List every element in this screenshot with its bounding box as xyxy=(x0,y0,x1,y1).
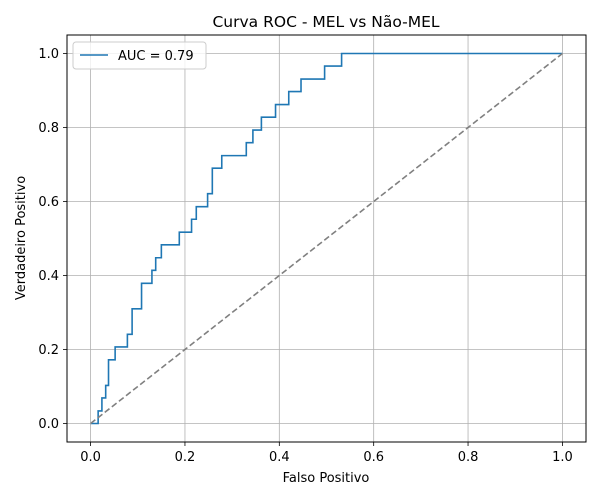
x-tick-label-2: 0.4 xyxy=(269,450,290,465)
x-tick-label-3: 0.6 xyxy=(363,450,384,465)
plot-series xyxy=(90,52,563,425)
x-axis-title: Falso Positivo xyxy=(283,471,370,486)
y-tick-label-5: 1.0 xyxy=(38,47,59,62)
legend: AUC = 0.79 xyxy=(72,41,207,70)
x-tick-label-0: 0.0 xyxy=(80,450,101,465)
roc-curve-line xyxy=(90,52,563,425)
y-axis-title: Verdadeiro Positivo xyxy=(14,176,29,300)
chance-diagonal-line xyxy=(90,52,563,425)
axes-frame xyxy=(66,34,587,443)
y-tick-label-3: 0.6 xyxy=(38,195,59,210)
y-tick-label-1: 0.2 xyxy=(38,343,59,358)
x-tick-label-5: 1.0 xyxy=(552,450,573,465)
axis-ticks: 0.0 0.2 0.4 0.6 0.8 1.0 0.0 0.2 0.4 0.6 0.8 1.0 xyxy=(38,47,572,465)
legend-label: AUC = 0.79 xyxy=(118,49,194,64)
legend-box xyxy=(72,41,207,70)
y-tick-label-2: 0.4 xyxy=(38,269,59,284)
x-tick-label-4: 0.8 xyxy=(458,450,479,465)
y-tick-label-4: 0.8 xyxy=(38,121,59,136)
x-tick-label-1: 0.2 xyxy=(175,450,196,465)
y-tick-label-0: 0.0 xyxy=(38,417,59,432)
chart-title: Curva ROC - MEL vs Não-MEL xyxy=(212,13,439,31)
